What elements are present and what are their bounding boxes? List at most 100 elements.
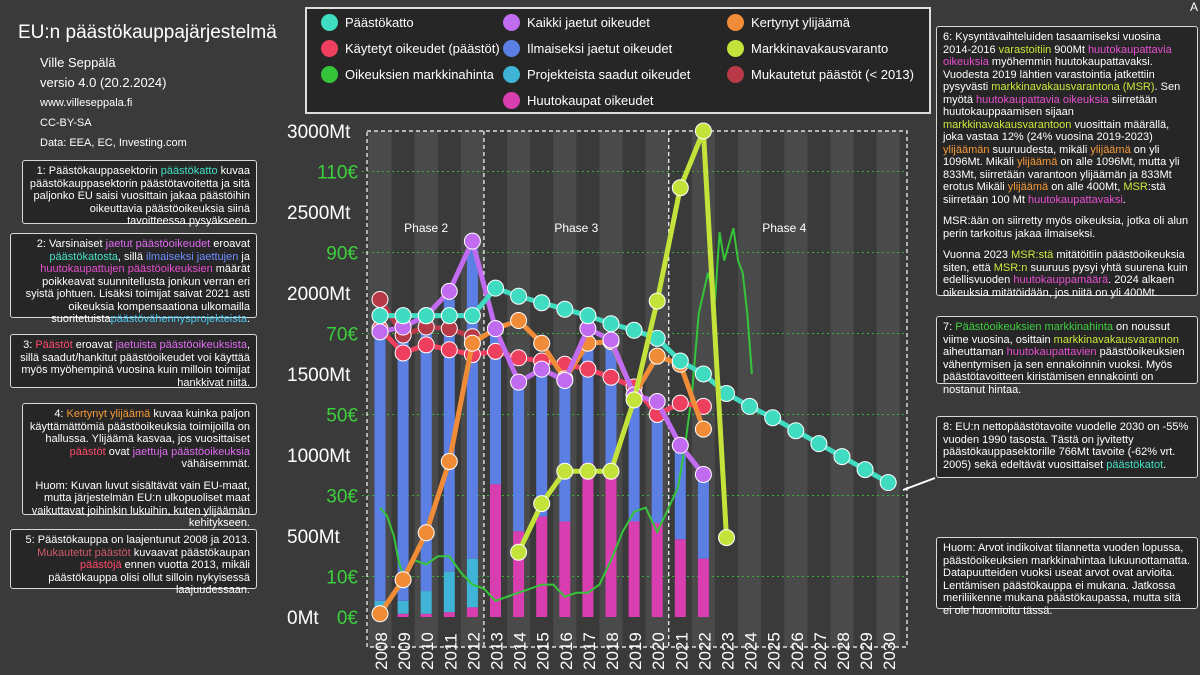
legend-swatch — [727, 40, 744, 57]
y-tick-mt: 3000Mt — [287, 122, 351, 143]
series-point — [602, 368, 620, 386]
bar-segment — [651, 523, 663, 617]
series-point — [440, 282, 458, 300]
series-point — [371, 290, 389, 308]
plot-frame — [366, 130, 908, 648]
bar-segment — [513, 531, 525, 617]
note-5: 5: Päästökauppa on laajentunut 2008 ja 2… — [10, 529, 257, 596]
y-tick-eur: 50€ — [326, 406, 358, 427]
series-point — [371, 605, 389, 623]
phase-label: Phase 2 — [404, 221, 448, 235]
series-point — [463, 232, 481, 250]
series-point — [487, 279, 504, 297]
bar-segment — [374, 333, 386, 601]
series-point — [648, 347, 666, 365]
y-tick-eur: 110€ — [317, 163, 358, 184]
bar-segment — [443, 299, 455, 572]
x-tick: 2025 — [765, 632, 784, 670]
legend-swatch — [321, 40, 338, 57]
series-point — [856, 461, 874, 479]
series-point — [510, 312, 528, 330]
series-point — [648, 292, 666, 310]
series-point — [833, 448, 851, 466]
y-tick-eur: 70€ — [326, 325, 358, 346]
legend: Päästökatto Käytetyt oikeudet (päästöt) Oi… — [305, 7, 931, 114]
note-pointer — [902, 477, 936, 491]
y-tick-mt: 2000Mt — [287, 284, 351, 305]
series-point — [394, 571, 412, 589]
year-column — [738, 131, 762, 647]
series-point — [417, 336, 435, 354]
series-point — [440, 307, 458, 325]
bar-segment — [582, 327, 594, 464]
legend-label: Markkinavakausvaranto — [751, 41, 889, 56]
bar-segment — [466, 607, 478, 617]
series-point — [417, 524, 435, 542]
x-tick: 2030 — [880, 632, 899, 670]
legend-label: Oikeuksien markkinahinta — [345, 67, 494, 82]
website-link[interactable]: www.villeseppala.fi — [40, 97, 133, 109]
bar-segment — [605, 339, 617, 468]
legend-swatch — [503, 66, 520, 83]
series-point — [371, 323, 389, 341]
series-point — [741, 397, 759, 415]
year-column — [830, 131, 854, 647]
y-tick-mt: 1500Mt — [287, 365, 351, 386]
series-point — [394, 307, 412, 325]
bar-segment — [697, 474, 709, 559]
data-source: Data: EEA, EC, Investing.com — [40, 137, 187, 149]
series-point — [556, 462, 574, 480]
x-tick: 2008 — [372, 632, 391, 670]
x-tick: 2013 — [488, 632, 507, 670]
x-tick: 2029 — [857, 632, 876, 670]
year-column — [876, 131, 900, 647]
note-2: 2: Varsinaiset jaetut päästöoikeudet ero… — [10, 233, 257, 325]
note-6: 6: Kysyntävaihteluiden tasaamiseksi vuos… — [936, 26, 1198, 299]
series-point — [579, 307, 597, 325]
x-tick: 2022 — [695, 632, 714, 670]
x-tick: 2014 — [511, 632, 530, 670]
bar-segment — [466, 558, 478, 608]
x-tick: 2020 — [649, 632, 668, 670]
y-tick-mt: 0Mt — [287, 608, 319, 629]
legend-swatch — [321, 66, 338, 83]
y-tick-mt: 1000Mt — [287, 446, 351, 467]
series-point — [602, 462, 620, 480]
series-point — [463, 307, 481, 325]
bar-segment — [674, 442, 686, 540]
series-point — [556, 371, 574, 389]
year-column — [784, 131, 808, 647]
legend-label: Huutokaupat oikeudet — [527, 93, 654, 108]
x-tick: 2018 — [603, 632, 622, 670]
series-point — [371, 307, 389, 325]
bar-segment — [490, 484, 501, 617]
y-tick-eur: 30€ — [326, 487, 358, 508]
x-tick: 2009 — [395, 632, 414, 670]
bar-segment — [490, 328, 501, 485]
series-point — [533, 334, 551, 352]
series-point — [671, 179, 689, 197]
bar-segment — [651, 401, 663, 524]
bar-segment — [559, 380, 571, 522]
x-tick: 2011 — [441, 633, 460, 670]
series-point — [671, 394, 689, 412]
series-point — [440, 341, 458, 359]
legend-swatch — [503, 14, 520, 31]
series-point — [694, 420, 712, 438]
bar-segment — [605, 467, 617, 617]
series-point — [487, 320, 504, 338]
series-point — [718, 529, 735, 547]
bar-segment — [513, 382, 525, 532]
series-point — [417, 307, 435, 325]
bar-segment — [443, 571, 455, 613]
y-tick-eur: 10€ — [326, 568, 358, 589]
x-tick: 2027 — [811, 632, 830, 670]
note-3: 3: Päästöt eroavat jaetuista päästöoikeu… — [10, 334, 257, 389]
series-point — [440, 452, 458, 470]
price-line — [379, 227, 753, 602]
series-point — [625, 321, 643, 339]
legend-swatch — [321, 14, 338, 31]
series-point — [533, 495, 551, 513]
series-point — [810, 435, 828, 453]
